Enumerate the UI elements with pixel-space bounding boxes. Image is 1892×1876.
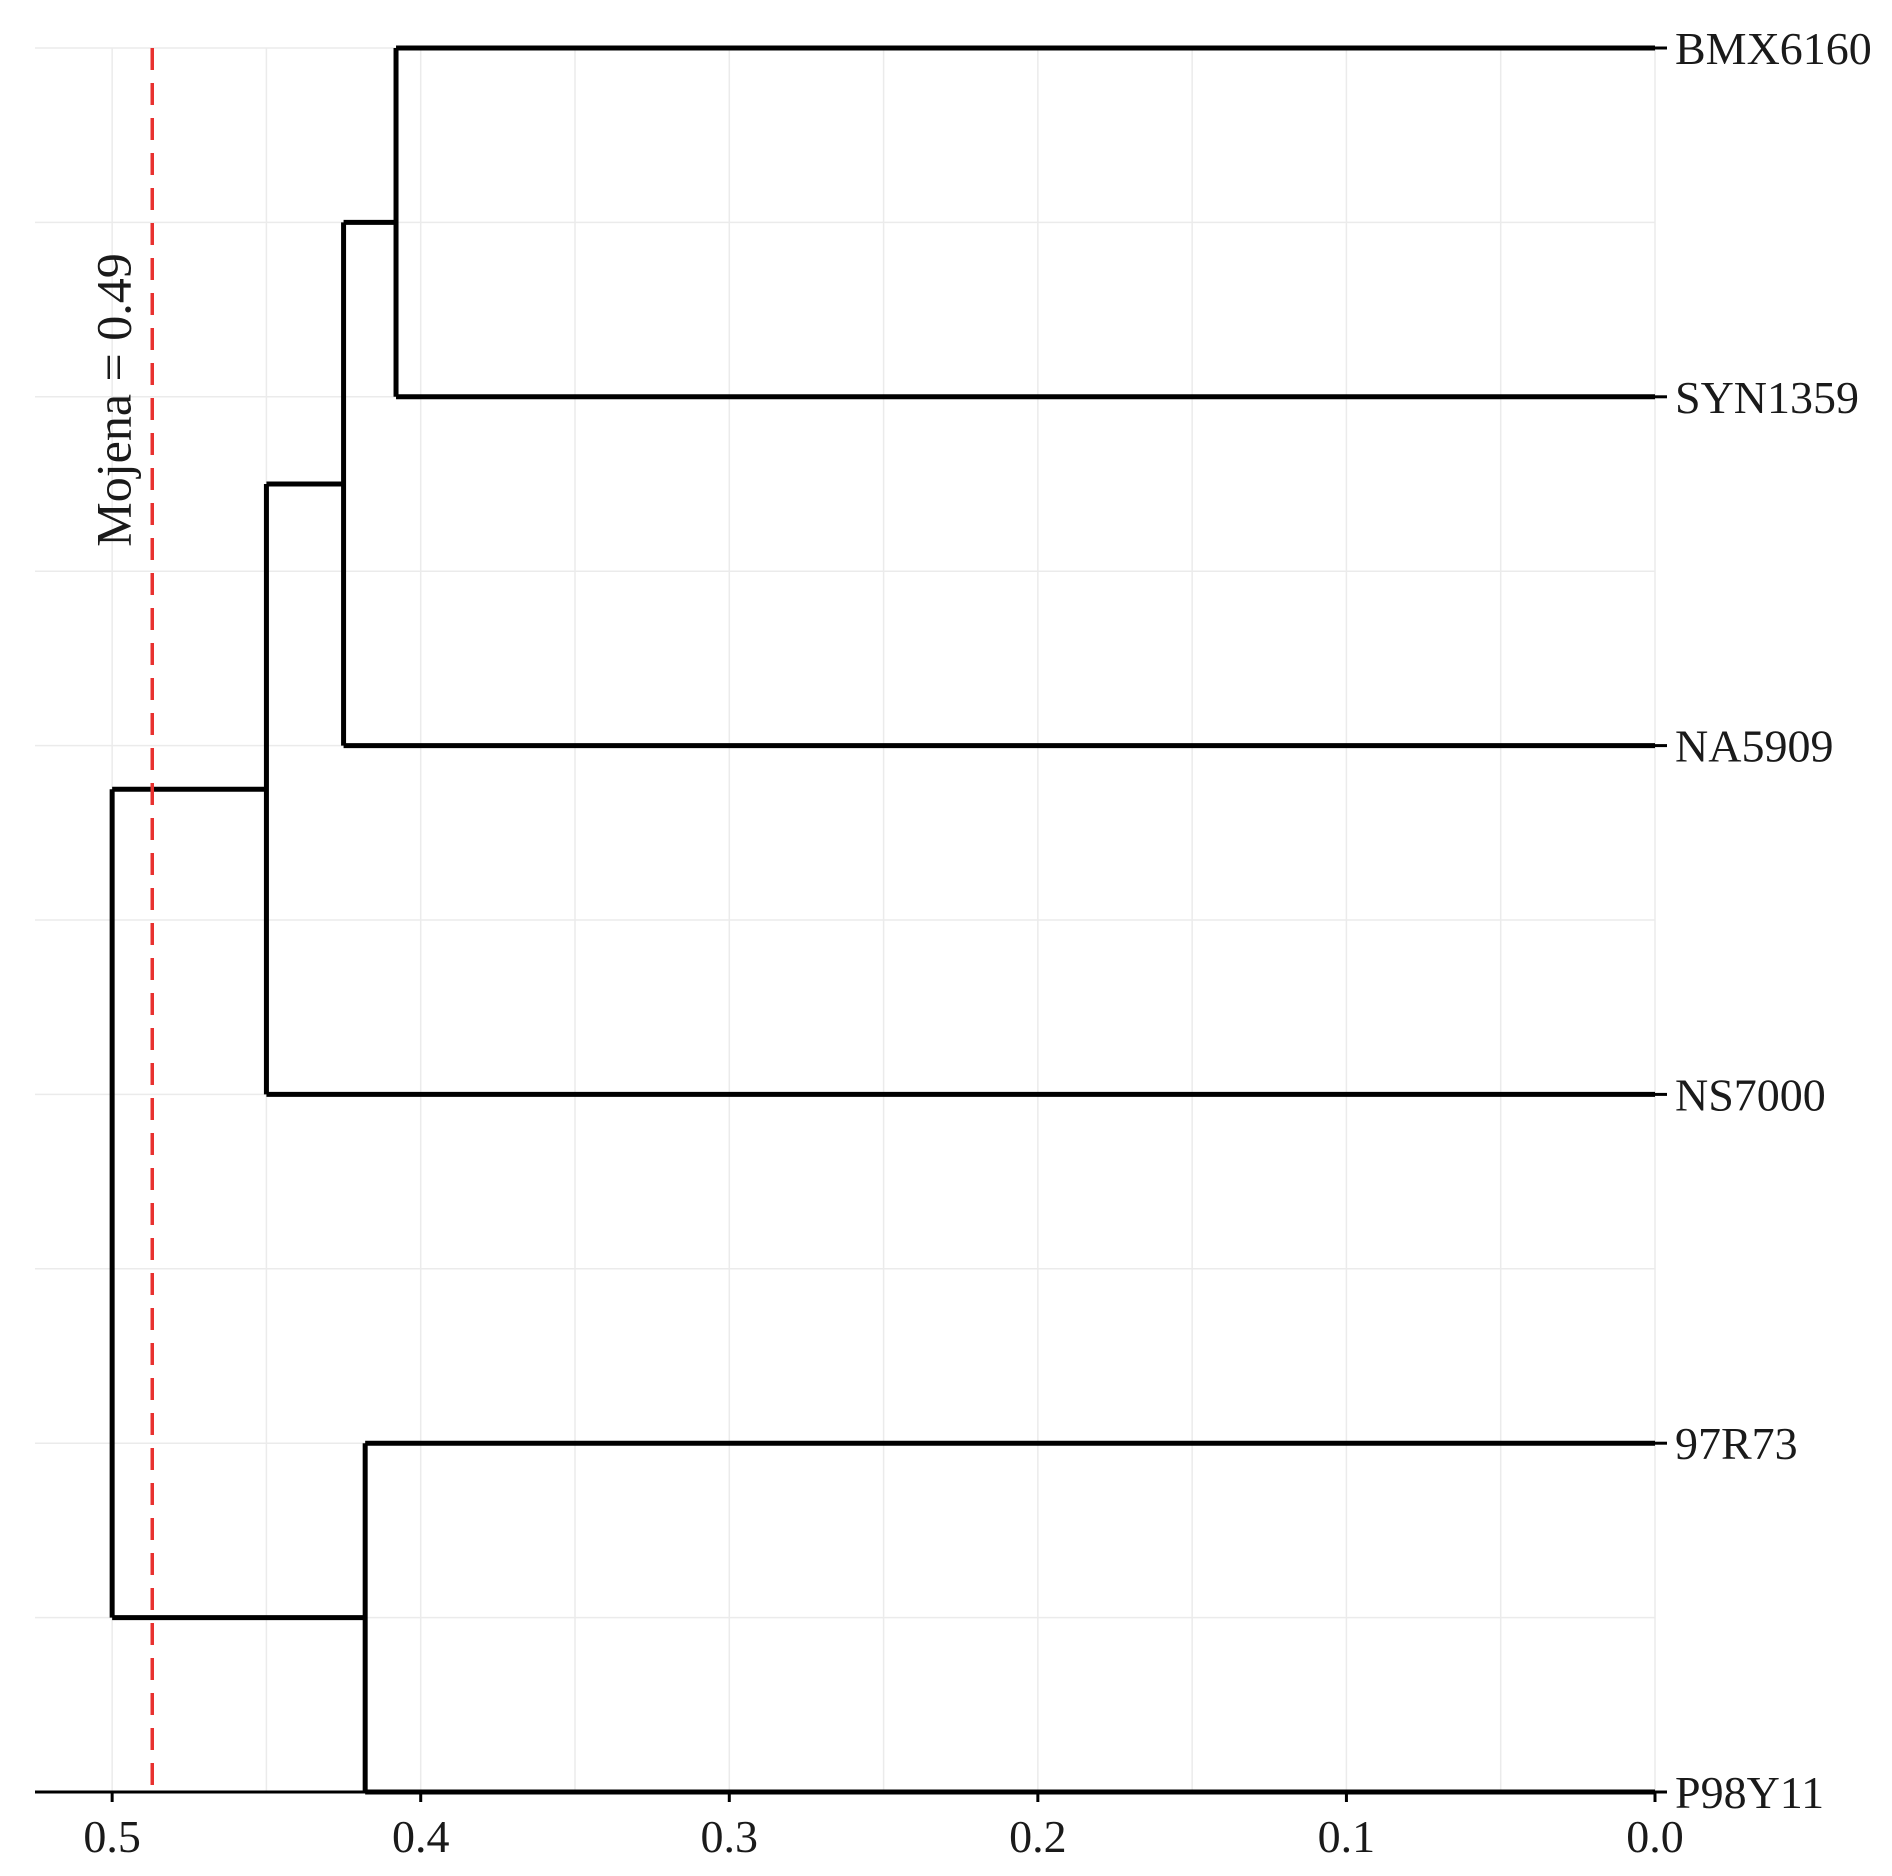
leaf-label: NS7000 — [1675, 1069, 1826, 1120]
leaf-label: SYN1359 — [1675, 372, 1859, 423]
x-tick-label: 0.1 — [1318, 1811, 1376, 1862]
x-axis: 0.5 0.4 0.3 0.2 0.1 0.0 — [35, 1790, 1684, 1862]
x-tick-label: 0.0 — [1626, 1811, 1684, 1862]
leaf-labels: BMX6160 SYN1359 NA5909 NS7000 97R73 P98Y11 — [1655, 23, 1872, 1818]
leaf-label: NA5909 — [1675, 721, 1833, 772]
x-tick-label: 0.4 — [392, 1811, 450, 1862]
leaf-label: P98Y11 — [1675, 1767, 1824, 1818]
leaf-label: 97R73 — [1675, 1418, 1798, 1469]
x-tick-label: 0.3 — [701, 1811, 759, 1862]
cutoff-label: Mojena = 0.49 — [85, 253, 141, 546]
grid-lines — [35, 47, 1656, 1793]
x-tick-label: 0.2 — [1009, 1811, 1067, 1862]
cutoff-line-group: Mojena = 0.49 — [85, 48, 155, 1792]
x-tick-label: 0.5 — [83, 1811, 141, 1862]
leaf-label: BMX6160 — [1675, 23, 1872, 74]
